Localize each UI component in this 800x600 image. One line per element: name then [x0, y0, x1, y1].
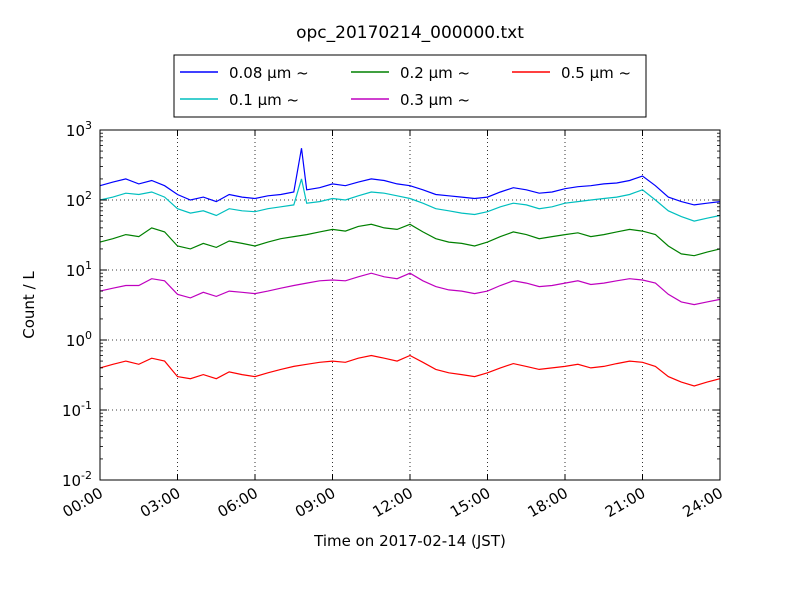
legend-label-3: 0.3 µm ~: [400, 91, 470, 109]
x-axis: 00:00 03:00 06:00 09:00 12:00 15:00 18:00 21:00…: [60, 130, 726, 521]
legend-label-2: 0.2 µm ~: [400, 64, 470, 82]
y-tick-label: 102: [66, 189, 92, 210]
legend-label-1: 0.1 µm ~: [229, 91, 299, 109]
legend-label-4: 0.5 µm ~: [561, 64, 631, 82]
legend-box: [173, 54, 647, 118]
series-line-4: [99, 354, 721, 387]
y-tick-label: 103: [66, 119, 92, 140]
x-tick-label: 12:00: [370, 484, 416, 521]
chart-title: opc_20170214_000000.txt: [296, 23, 524, 43]
x-tick-label: 03:00: [137, 484, 183, 521]
series-lines: [99, 148, 721, 387]
legend-label-0: 0.08 µm ~: [229, 64, 309, 82]
grid: [100, 130, 720, 480]
x-tick-label: 24:00: [680, 484, 726, 521]
x-tick-label: 06:00: [215, 484, 261, 521]
x-tick-label: 18:00: [525, 484, 571, 521]
y-tick-label: 101: [66, 259, 92, 280]
legend: 0.08 µm ~ 0.1 µm ~ 0.2 µm ~ 0.3 µm ~ 0.5 µm …: [173, 54, 647, 118]
series-line-1: [99, 178, 721, 222]
y-axis-label: Count / L: [20, 271, 38, 339]
x-tick-label: 21:00: [602, 484, 648, 521]
y-tick-label: 10-1: [62, 399, 92, 420]
series-line-2: [99, 223, 721, 257]
series-line-3: [99, 272, 721, 306]
x-tick-label: 09:00: [292, 484, 338, 521]
series-line-0: [99, 148, 721, 206]
y-axis: 10-2 10-1 100 101 102 103: [62, 119, 720, 490]
y-tick-label: 10-2: [62, 469, 92, 490]
x-tick-label: 15:00: [447, 484, 493, 521]
x-axis-label: Time on 2017-02-14 (JST): [313, 532, 506, 550]
y-tick-label: 100: [66, 329, 92, 350]
